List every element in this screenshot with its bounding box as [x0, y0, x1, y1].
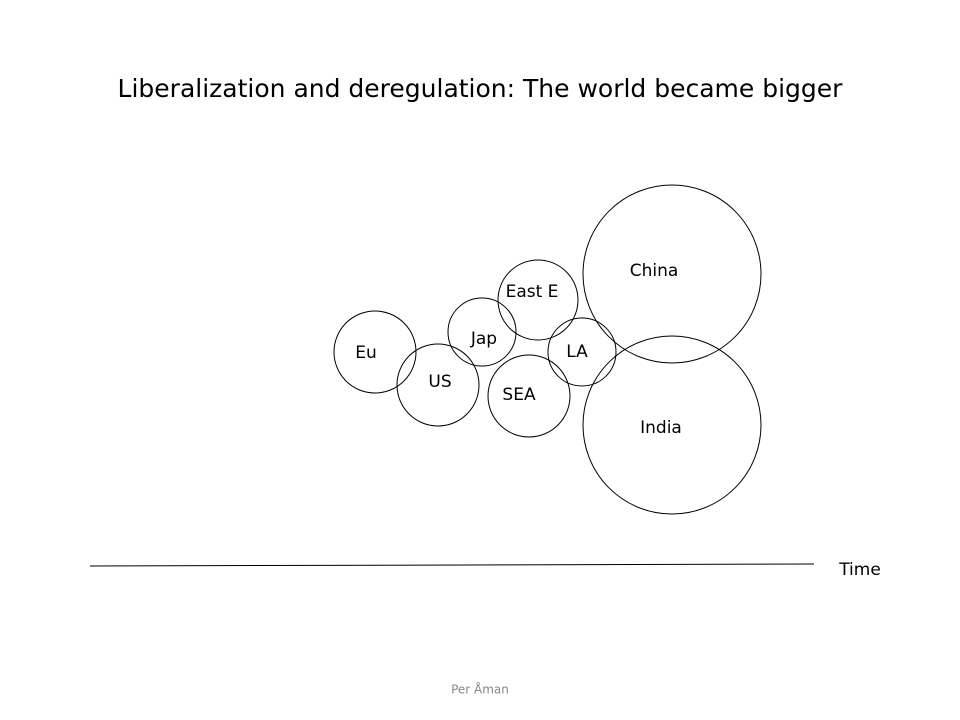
node-label: China	[630, 261, 679, 281]
node-circle	[447, 297, 517, 367]
node-circle	[487, 354, 571, 438]
node-label: Jap	[470, 329, 497, 349]
node-circle	[582, 184, 762, 364]
node-label: US	[428, 372, 451, 392]
time-axis	[89, 563, 815, 567]
node-label: SEA	[502, 385, 536, 405]
title: Liberalization and deregulation: The wor…	[118, 74, 844, 103]
node-circle	[497, 259, 579, 341]
footer: Per Åman	[451, 682, 509, 697]
node-label: LA	[566, 342, 588, 362]
node-circle	[582, 335, 762, 515]
node-circle	[396, 343, 480, 427]
axis-label: Time	[838, 560, 881, 580]
node-label: East E	[506, 282, 559, 302]
node-label: Eu	[355, 343, 377, 363]
node-circle	[333, 310, 417, 394]
node-circle	[547, 317, 617, 387]
node-label: India	[640, 418, 682, 438]
